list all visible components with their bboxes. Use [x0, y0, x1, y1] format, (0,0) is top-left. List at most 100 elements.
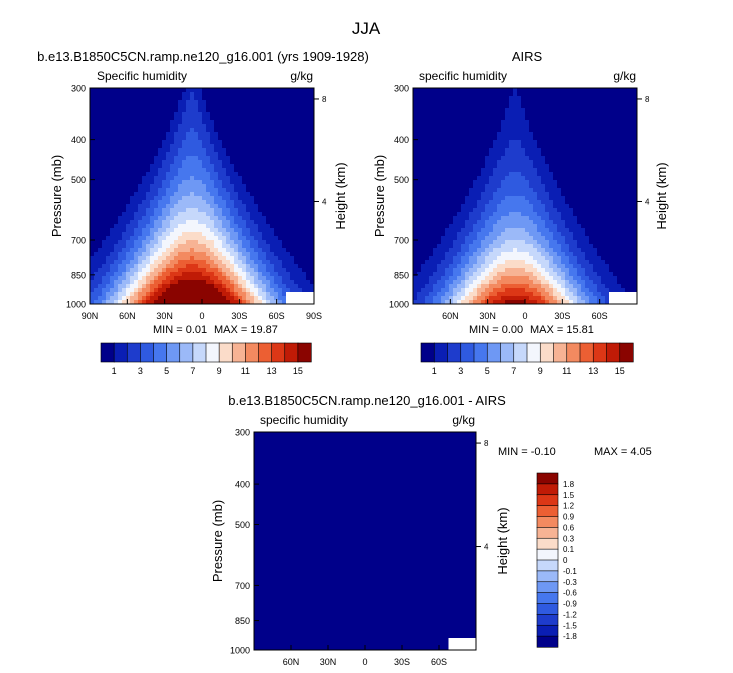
field-cell: [609, 176, 614, 181]
field-cell: [162, 268, 167, 273]
colorbar-swatch: [297, 342, 312, 363]
field-cell: [433, 220, 438, 225]
field-cell: [210, 128, 215, 133]
field-cell: [577, 108, 582, 113]
field-cell: [210, 248, 215, 253]
field-cell: [413, 168, 418, 173]
field-cell: [549, 124, 554, 129]
field-cell: [525, 136, 530, 141]
field-cell: [202, 244, 207, 249]
field-cell: [186, 104, 191, 109]
field-cell: [282, 216, 287, 221]
field-cell: [481, 208, 486, 213]
field-cell: [106, 172, 111, 177]
field-cell: [485, 140, 490, 145]
field-cell: [182, 248, 187, 253]
field-cell: [142, 272, 147, 277]
field-cell: [110, 292, 115, 297]
field-cell: [561, 128, 566, 133]
field-cell: [210, 212, 215, 217]
field-cell: [138, 268, 143, 273]
field-cell: [282, 96, 287, 101]
field-cell: [226, 148, 231, 153]
field-cell: [158, 296, 163, 301]
field-cell: [298, 200, 303, 205]
field-cell: [477, 136, 482, 141]
field-cell: [537, 208, 542, 213]
field-cell: [114, 216, 119, 221]
field-cell: [202, 264, 207, 269]
field-cell: [437, 176, 442, 181]
field-cell: [242, 300, 247, 305]
field-cell: [489, 160, 494, 165]
field-cell: [278, 184, 283, 189]
field-cell: [106, 160, 111, 165]
field-cell: [561, 164, 566, 169]
field-cell: [186, 192, 191, 197]
field-cell: [218, 264, 223, 269]
field-cell: [198, 136, 203, 141]
field-cell: [98, 224, 103, 229]
field-cell: [162, 148, 167, 153]
field-cell: [90, 300, 95, 305]
field-cell: [182, 92, 187, 97]
field-cell: [477, 220, 482, 225]
field-cell: [238, 260, 243, 265]
field-cell: [569, 168, 574, 173]
field-cell: [274, 92, 279, 97]
field-cell: [589, 128, 594, 133]
field-cell: [258, 192, 263, 197]
field-cell: [310, 212, 315, 217]
field-cell: [262, 164, 267, 169]
field-cell: [413, 120, 418, 125]
field-cell: [601, 120, 606, 125]
field-cell: [138, 160, 143, 165]
field-cell: [214, 88, 219, 93]
field-cell: [162, 160, 167, 165]
field-cell: [158, 136, 163, 141]
field-cell: [529, 184, 534, 189]
field-cell: [533, 156, 538, 161]
field-cell: [302, 156, 307, 161]
field-cell: [565, 156, 570, 161]
field-cell: [294, 208, 299, 213]
field-cell: [142, 128, 147, 133]
field-cell: [597, 128, 602, 133]
field-cell: [597, 152, 602, 157]
field-cell: [174, 112, 179, 117]
field-cell: [226, 104, 231, 109]
field-cell: [150, 256, 155, 261]
field-cell: [234, 220, 239, 225]
field-cell: [214, 112, 219, 117]
field-cell: [126, 176, 131, 181]
field-cell: [90, 272, 95, 277]
field-cell: [166, 188, 171, 193]
field-cell: [537, 196, 542, 201]
field-cell: [274, 296, 279, 301]
field-cell: [481, 192, 486, 197]
field-cell: [134, 276, 139, 281]
field-cell: [142, 180, 147, 185]
field-cell: [182, 128, 187, 133]
field-cell: [206, 116, 211, 121]
field-cell: [226, 204, 231, 209]
y-tick-label: 500: [71, 175, 86, 185]
field-cell: [94, 284, 99, 289]
field-cell: [174, 192, 179, 197]
field-cell: [421, 88, 426, 93]
field-cell: [569, 140, 574, 145]
field-cell: [246, 192, 251, 197]
field-cell: [597, 200, 602, 205]
field-cell: [254, 196, 259, 201]
field-cell: [214, 292, 219, 297]
field-cell: [469, 200, 474, 205]
field-cell: [437, 88, 442, 93]
field-cell: [298, 188, 303, 193]
field-cell: [429, 192, 434, 197]
field-cell: [178, 108, 183, 113]
field-cell: [138, 276, 143, 281]
field-cell: [533, 136, 538, 141]
field-cell: [166, 100, 171, 105]
field-cell: [481, 212, 486, 217]
field-cell: [222, 176, 227, 181]
